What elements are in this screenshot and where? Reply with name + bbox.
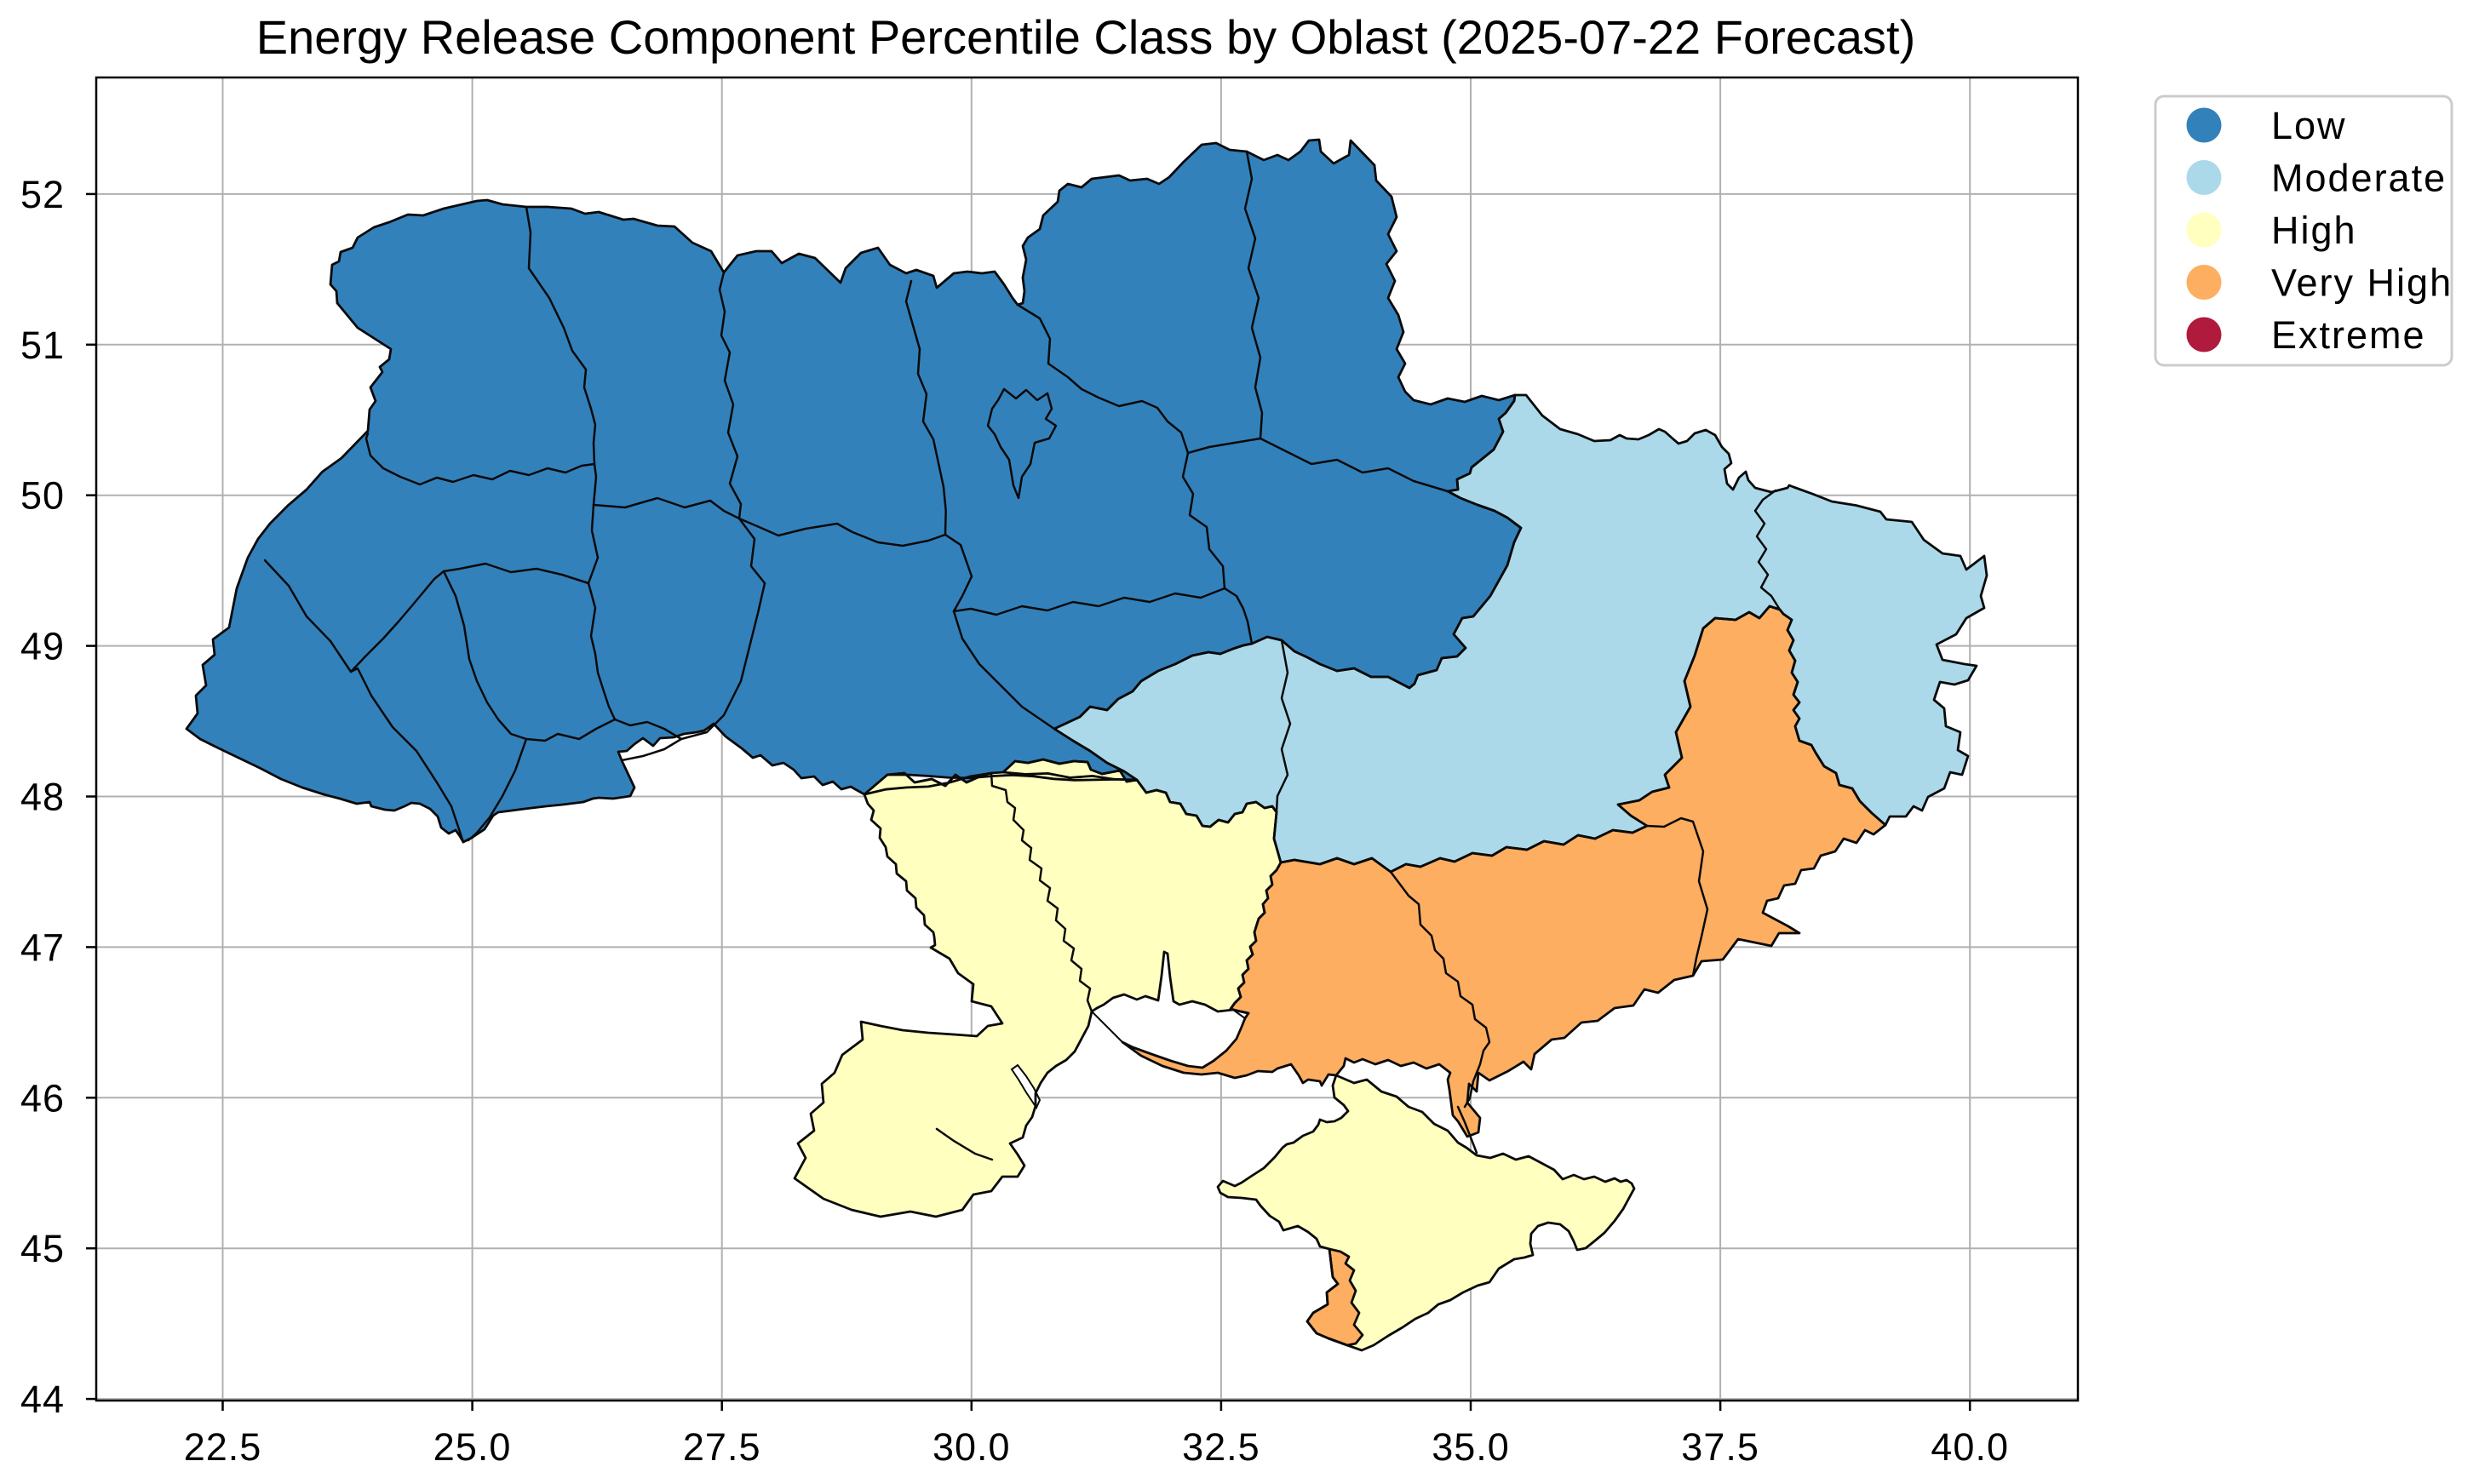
- svg-text:27.5: 27.5: [683, 1425, 761, 1469]
- svg-text:45: 45: [20, 1227, 65, 1270]
- svg-text:52: 52: [20, 173, 65, 216]
- svg-text:50: 50: [20, 474, 65, 518]
- svg-text:46: 46: [20, 1076, 65, 1120]
- svg-text:37.5: 37.5: [1681, 1425, 1759, 1469]
- svg-text:47: 47: [20, 925, 65, 969]
- svg-text:49: 49: [20, 625, 65, 668]
- svg-text:Energy Release Component Perce: Energy Release Component Percentile Clas…: [256, 10, 1916, 64]
- svg-text:Low: Low: [2271, 104, 2347, 147]
- svg-text:32.5: 32.5: [1182, 1425, 1260, 1469]
- svg-text:22.5: 22.5: [184, 1425, 262, 1469]
- svg-text:30.0: 30.0: [932, 1425, 1011, 1469]
- svg-text:Moderate: Moderate: [2271, 157, 2447, 200]
- svg-text:44: 44: [20, 1378, 65, 1421]
- svg-text:40.0: 40.0: [1931, 1425, 2009, 1469]
- svg-text:Very High: Very High: [2271, 261, 2453, 305]
- svg-text:Extreme: Extreme: [2271, 313, 2426, 357]
- svg-text:35.0: 35.0: [1432, 1425, 1510, 1469]
- svg-text:48: 48: [20, 776, 65, 819]
- svg-text:High: High: [2271, 209, 2357, 252]
- svg-text:51: 51: [20, 324, 65, 367]
- svg-text:25.0: 25.0: [433, 1425, 512, 1469]
